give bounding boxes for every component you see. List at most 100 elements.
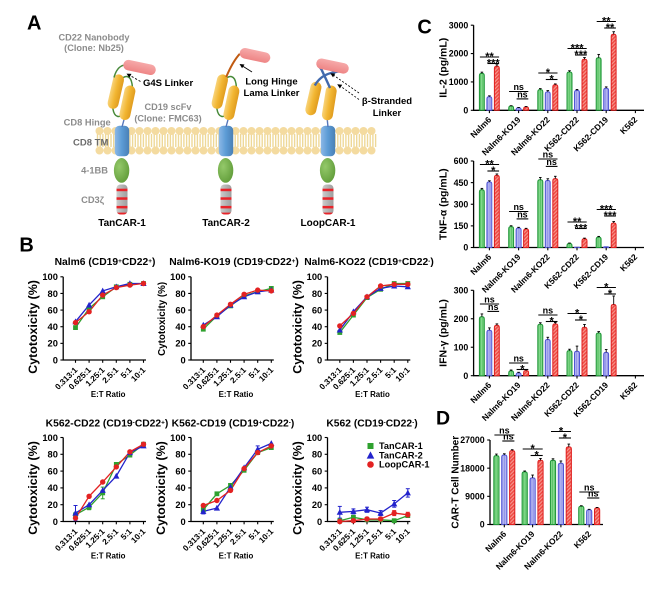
svg-text:1000: 1000 [449, 77, 469, 87]
svg-text:10:1: 10:1 [257, 365, 275, 383]
svg-text:**: ** [602, 15, 611, 27]
svg-text:K562 (CD19-CD22-): K562 (CD19-CD22-) [326, 419, 417, 430]
svg-text:ns: ns [517, 89, 528, 99]
svg-text:ns: ns [513, 82, 524, 92]
svg-text:K562: K562 [618, 114, 640, 136]
svg-text:E:T Ratio: E:T Ratio [91, 552, 126, 561]
svg-text:ns: ns [488, 302, 499, 312]
svg-text:20: 20 [312, 500, 322, 510]
svg-text:*: * [550, 315, 555, 327]
svg-text:10:1: 10:1 [394, 527, 412, 545]
svg-text:K562: K562 [572, 529, 594, 551]
svg-text:**: ** [573, 216, 582, 228]
svg-text:0: 0 [463, 243, 468, 253]
svg-text:ns: ns [513, 202, 524, 212]
svg-text:K562-CD19 (CD19+CD22-): K562-CD19 (CD19+CD22-) [172, 419, 295, 430]
svg-text:10:1: 10:1 [394, 365, 412, 383]
svg-text:*: * [550, 73, 555, 85]
svg-text:**: ** [485, 51, 494, 63]
svg-text:0: 0 [317, 355, 322, 365]
svg-text:B: B [19, 234, 33, 256]
svg-text:ns: ns [513, 354, 524, 364]
svg-text:***: *** [574, 49, 588, 61]
svg-text:27000: 27000 [460, 435, 485, 445]
svg-text:2.5:1: 2.5:1 [101, 527, 121, 547]
svg-text:Nalm6-KO19 (CD19-CD22+): Nalm6-KO19 (CD19-CD22+) [169, 257, 299, 268]
svg-text:E:T Ratio: E:T Ratio [355, 390, 390, 399]
svg-text:*: * [535, 449, 540, 461]
svg-text:Cytotoxicity (%): Cytotoxicity (%) [26, 441, 40, 535]
svg-text:300: 300 [454, 199, 469, 209]
svg-text:200: 200 [454, 314, 469, 324]
svg-text:Linker: Linker [373, 108, 402, 119]
svg-text:E:T Ratio: E:T Ratio [91, 390, 126, 399]
svg-text:2.5:1: 2.5:1 [228, 365, 248, 385]
svg-text:*: * [491, 165, 496, 177]
svg-text:Cytotoxicity (%): Cytotoxicity (%) [291, 280, 305, 374]
svg-text:3000: 3000 [449, 20, 469, 30]
svg-text:0: 0 [53, 517, 58, 527]
svg-text:2.5:1: 2.5:1 [101, 365, 121, 385]
svg-text:E:T Ratio: E:T Ratio [219, 390, 254, 399]
svg-text:100: 100 [42, 433, 58, 443]
svg-text:***: *** [574, 222, 588, 234]
svg-text:10:1: 10:1 [129, 527, 147, 545]
svg-text:40: 40 [175, 322, 185, 332]
svg-text:LoopCAR-1: LoopCAR-1 [379, 460, 430, 470]
svg-text:**: ** [606, 22, 615, 34]
svg-text:150: 150 [454, 221, 469, 231]
svg-text:60: 60 [312, 305, 322, 315]
svg-text:*: * [546, 67, 551, 79]
svg-text:D: D [436, 407, 450, 429]
svg-text:Cytotoxicity (%): Cytotoxicity (%) [157, 282, 168, 356]
svg-text:Nalm6: Nalm6 [468, 252, 493, 277]
svg-text:*: * [604, 281, 609, 293]
svg-text:100: 100 [454, 342, 469, 352]
svg-text:100: 100 [307, 272, 323, 282]
svg-text:E:T Ratio: E:T Ratio [355, 552, 390, 561]
svg-text:80: 80 [175, 289, 185, 299]
svg-text:***: *** [604, 210, 618, 222]
svg-text:G4S Linker: G4S Linker [143, 78, 193, 89]
svg-text:*: * [531, 443, 536, 455]
svg-text:600: 600 [454, 156, 469, 166]
svg-text:60: 60 [48, 466, 58, 476]
svg-text:*: * [559, 425, 564, 437]
svg-text:Cytotoxicity (%): Cytotoxicity (%) [26, 280, 40, 374]
svg-text:20: 20 [175, 339, 185, 349]
svg-text:Long Hinge: Long Hinge [245, 77, 297, 88]
svg-text:2.5:1: 2.5:1 [365, 365, 385, 385]
svg-text:Lama Linker: Lama Linker [244, 88, 300, 99]
svg-text:**: ** [485, 158, 494, 170]
svg-text:0: 0 [317, 517, 322, 527]
svg-text:*: * [563, 432, 568, 444]
svg-text:TanCAR-1: TanCAR-1 [98, 218, 146, 229]
svg-text:ns: ns [543, 150, 554, 160]
svg-text:CD8 Hinge: CD8 Hinge [64, 118, 111, 128]
svg-text:CD8 TM: CD8 TM [73, 138, 108, 149]
svg-text:2.5:1: 2.5:1 [365, 527, 385, 547]
svg-text:60: 60 [175, 305, 185, 315]
svg-text:TanCAR-2: TanCAR-2 [379, 451, 423, 461]
svg-text:C: C [417, 17, 431, 39]
svg-text:4-1BB: 4-1BB [81, 166, 108, 176]
svg-text:100: 100 [170, 272, 186, 282]
svg-text:***: *** [571, 42, 585, 54]
svg-text:(Clone: Nb25): (Clone: Nb25) [64, 43, 124, 53]
svg-text:20: 20 [175, 500, 185, 510]
svg-text:60: 60 [48, 305, 58, 315]
svg-text:40: 40 [175, 483, 185, 493]
svg-text:20: 20 [312, 339, 322, 349]
svg-text:CD3ζ: CD3ζ [81, 195, 105, 205]
svg-text:Nalm6 (CD19+CD22+): Nalm6 (CD19+CD22+) [55, 257, 156, 268]
svg-text:A: A [27, 12, 41, 34]
svg-text:20: 20 [48, 500, 58, 510]
svg-text:Cytotoxicity (%): Cytotoxicity (%) [154, 441, 168, 535]
svg-text:β-Stranded: β-Stranded [362, 96, 412, 107]
svg-text:ns: ns [499, 426, 510, 436]
svg-text:ns: ns [503, 432, 514, 442]
svg-text:Nalm6: Nalm6 [483, 529, 508, 554]
svg-text:TNF-α (pg/mL): TNF-α (pg/mL) [438, 168, 450, 240]
svg-text:ns: ns [517, 209, 528, 219]
svg-text:K562: K562 [618, 380, 640, 402]
